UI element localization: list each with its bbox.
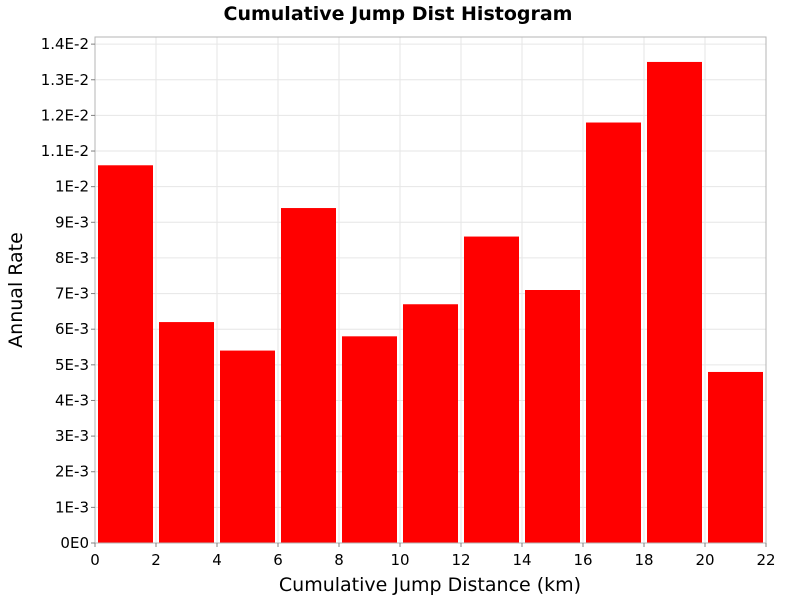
bars — [98, 61, 763, 544]
y-tick-label: 3E-3 — [55, 427, 89, 445]
histogram-bar — [98, 165, 153, 544]
histogram-bar — [525, 290, 580, 543]
x-tick-label: 14 — [512, 551, 531, 569]
y-tick-label: 1.3E-2 — [41, 71, 89, 89]
x-tick-label: 6 — [273, 551, 283, 569]
x-tick-label: 2 — [151, 551, 161, 569]
x-axis-ticks: 0 2 4 6 8 10 12 14 16 18 20 22 — [90, 543, 776, 569]
x-tick-label: 12 — [451, 551, 470, 569]
histogram-bar — [647, 61, 702, 543]
x-tick-label: 8 — [334, 551, 344, 569]
histogram-bar — [220, 350, 275, 543]
y-tick-label: 1.1E-2 — [41, 142, 89, 160]
y-tick-label: 7E-3 — [55, 285, 89, 303]
plot-border — [94, 36, 767, 544]
y-tick-label: 6E-3 — [55, 320, 89, 338]
y-tick-label: 1.2E-2 — [41, 106, 89, 124]
histogram-bar — [464, 236, 519, 543]
histogram-bar — [281, 208, 336, 544]
y-axis-ticks: 0E0 1E-3 2E-3 3E-3 4E-3 5E-3 6E-3 7E-3 8E-3 9E-3 1… — [41, 35, 95, 552]
x-tick-label: 16 — [573, 551, 592, 569]
chart-title: Cumulative Jump Dist Histogram — [224, 3, 573, 25]
y-tick-label: 1E-3 — [55, 498, 89, 516]
y-tick-label: 0E0 — [60, 534, 89, 552]
y-tick-label: 1E-2 — [55, 178, 89, 196]
y-tick-label: 4E-3 — [55, 391, 89, 409]
histogram-bar — [342, 336, 397, 543]
histogram-bar — [159, 322, 214, 543]
x-tick-label: 10 — [390, 551, 409, 569]
y-tick-label: 5E-3 — [55, 356, 89, 374]
y-tick-label: 8E-3 — [55, 249, 89, 267]
y-tick-label: 9E-3 — [55, 213, 89, 231]
histogram-bar — [708, 371, 763, 543]
x-tick-label: 22 — [756, 551, 775, 569]
x-tick-label: 0 — [90, 551, 100, 569]
x-tick-label: 20 — [695, 551, 714, 569]
histogram-bar — [586, 122, 641, 544]
x-tick-label: 18 — [634, 551, 653, 569]
histogram-bar — [403, 304, 458, 543]
y-axis-label: Annual Rate — [5, 232, 27, 348]
y-tick-label: 1.4E-2 — [41, 35, 89, 53]
x-tick-label: 4 — [212, 551, 222, 569]
x-axis-label: Cumulative Jump Distance (km) — [279, 574, 581, 596]
y-tick-label: 2E-3 — [55, 463, 89, 481]
